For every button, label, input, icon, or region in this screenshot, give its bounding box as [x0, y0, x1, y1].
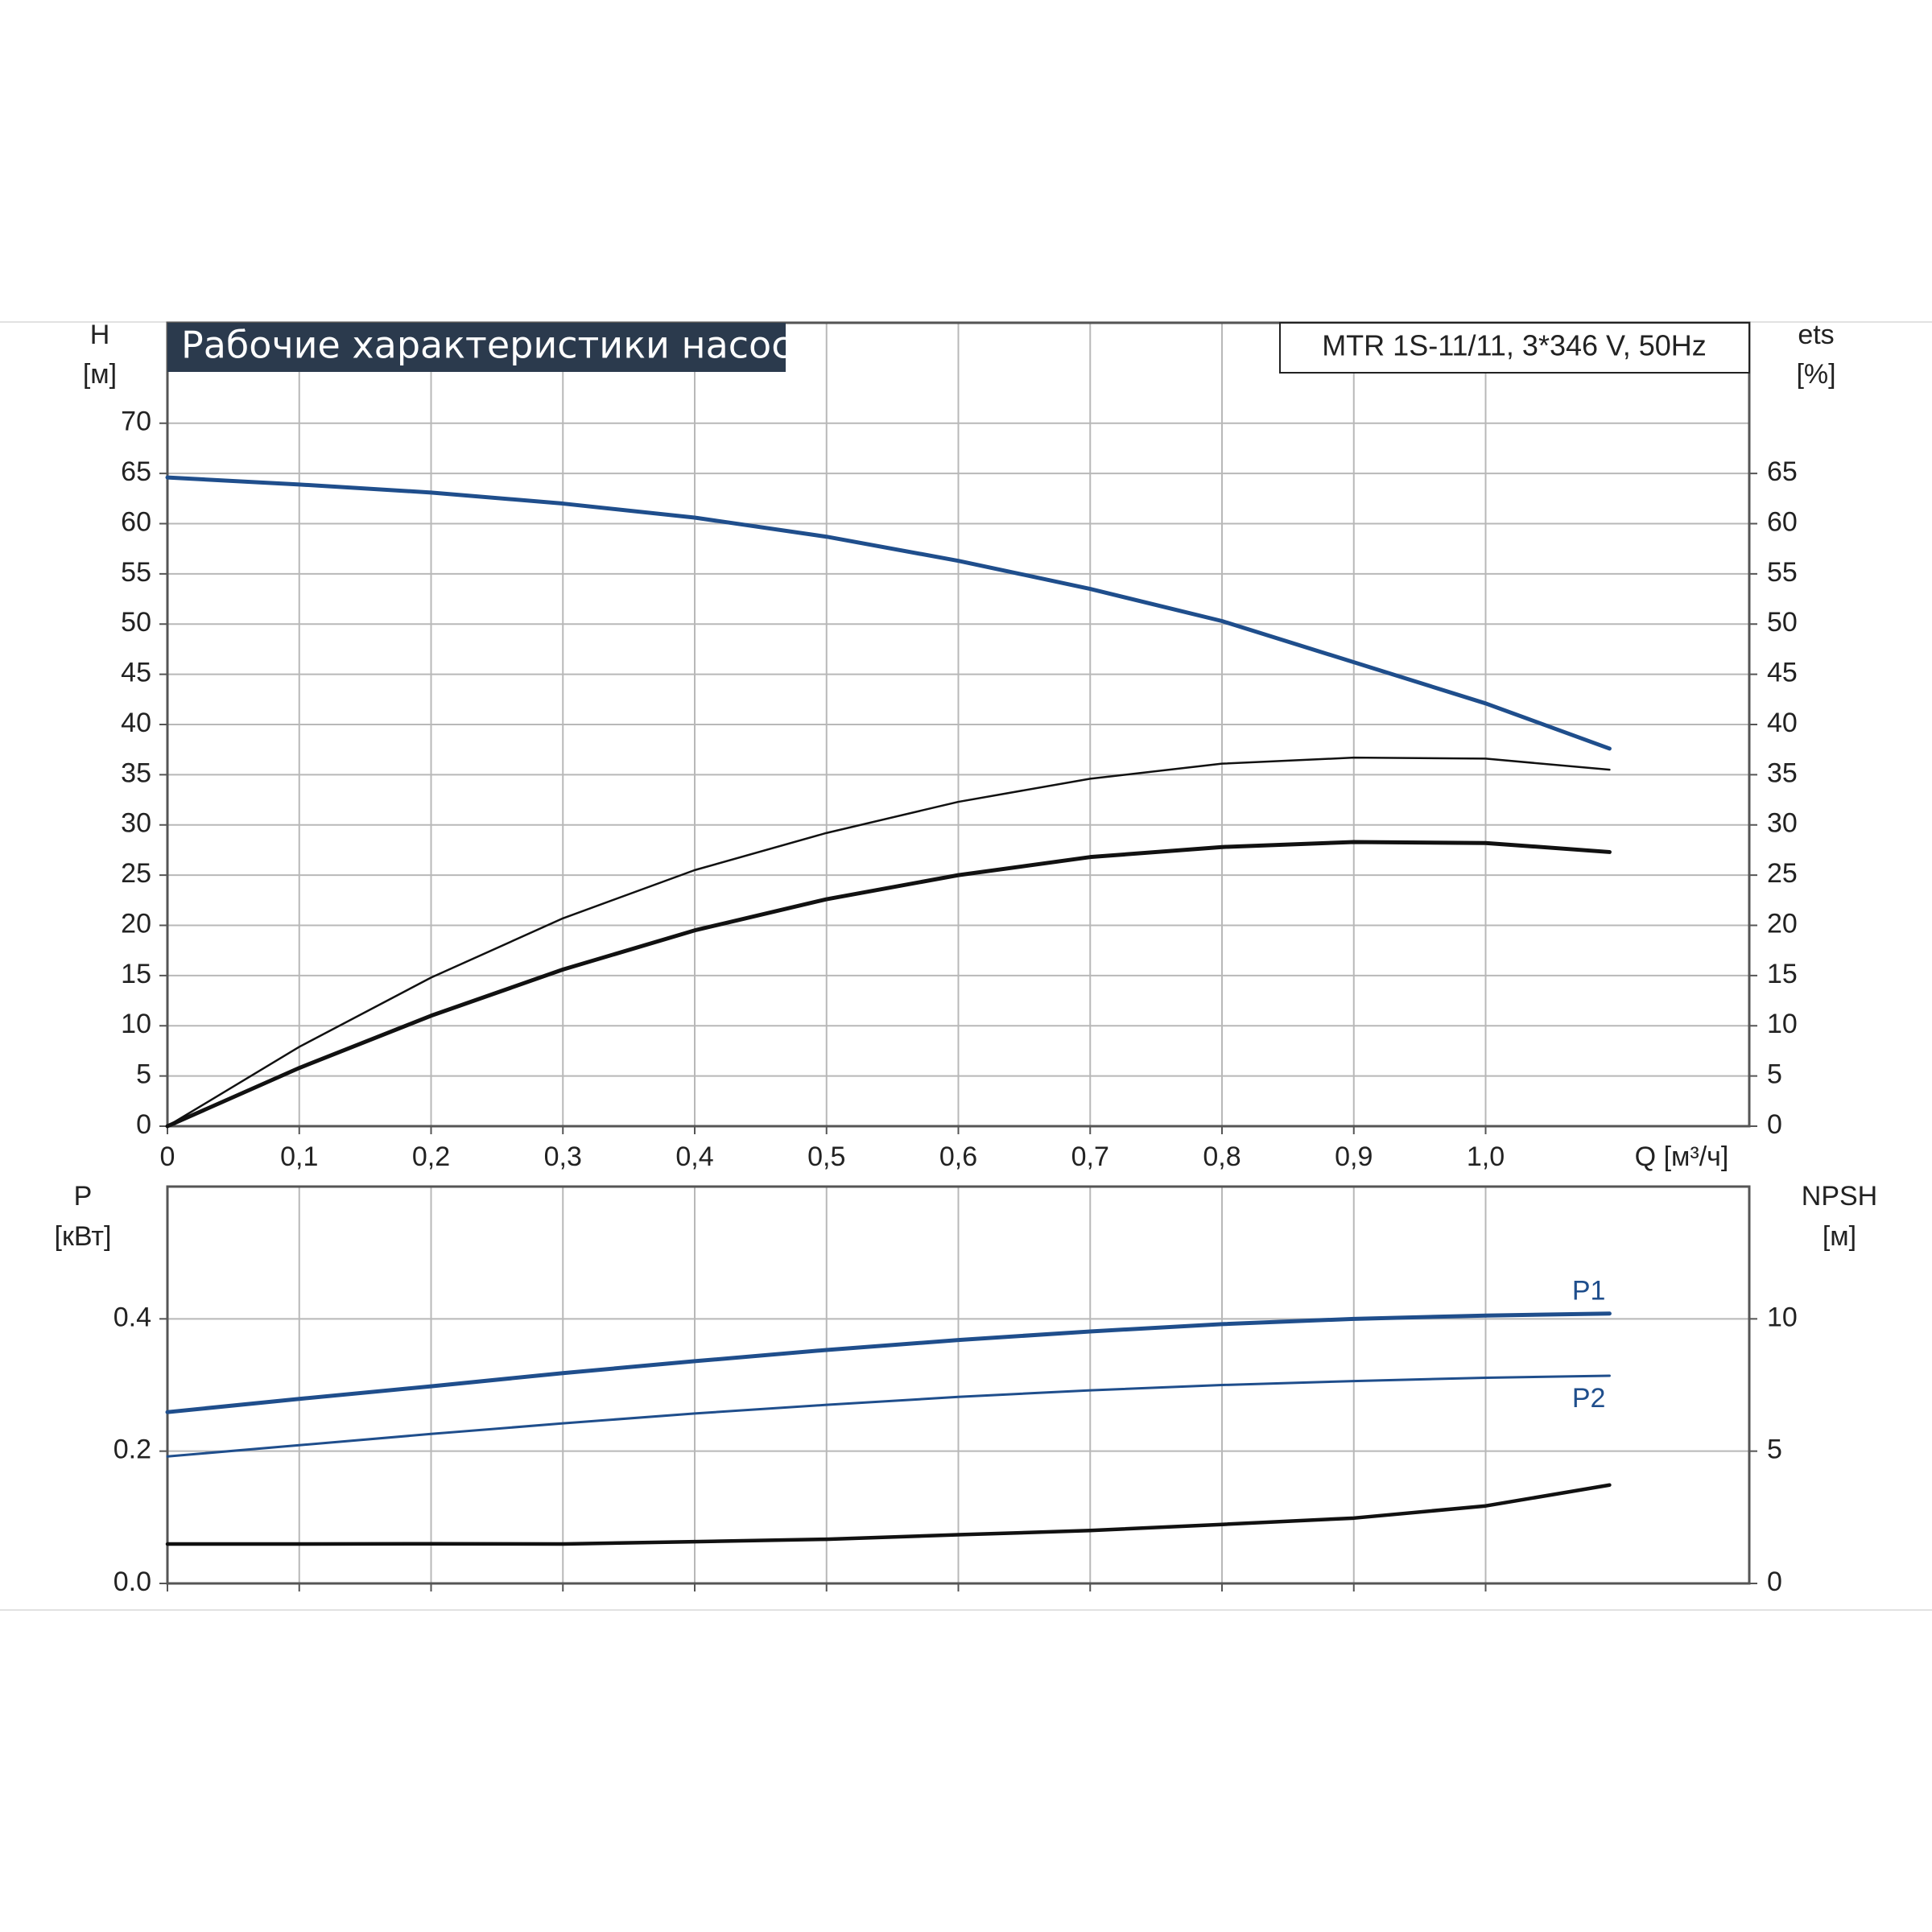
x-tick-label: 0,2	[412, 1141, 450, 1172]
y2-axis-unit: [%]	[1796, 359, 1835, 390]
y2-axis-unit: [м]	[1823, 1221, 1856, 1252]
series-line	[165, 1311, 1612, 1414]
x-tick-label: 0,4	[675, 1141, 713, 1172]
y2-tick-label: 10	[1767, 1009, 1798, 1039]
y2-tick-label: 10	[1767, 1302, 1798, 1332]
y2-tick-label: 40	[1767, 708, 1798, 738]
series-line	[165, 475, 1612, 751]
y2-tick-label: 20	[1767, 908, 1798, 939]
x-tick-label: 0,3	[544, 1141, 582, 1172]
x-tick-label: 0	[160, 1141, 175, 1172]
y-tick-label: 0	[136, 1109, 151, 1140]
y2-tick-label: 5	[1767, 1435, 1782, 1465]
series-line	[165, 1483, 1612, 1546]
y-tick-label: 20	[121, 908, 151, 939]
x-tick-label: 0,7	[1071, 1141, 1109, 1172]
y-tick-label: 35	[121, 758, 151, 788]
y2-tick-label: 0	[1767, 1567, 1782, 1597]
y-tick-label: 70	[121, 407, 151, 437]
x-axis-title: Q [м³/ч]	[1635, 1141, 1729, 1172]
y-tick-label: 30	[121, 808, 151, 839]
y-tick-label: 40	[121, 708, 151, 738]
series-label: P1	[1572, 1276, 1606, 1307]
y2-tick-label: 55	[1767, 557, 1798, 588]
y-axis-title: P	[74, 1181, 93, 1212]
y2-tick-label: 50	[1767, 607, 1798, 638]
y-tick-label: 50	[121, 607, 151, 638]
y2-axis-title: ets	[1798, 320, 1834, 350]
y2-tick-label: 65	[1767, 456, 1798, 487]
y2-tick-label: 35	[1767, 758, 1798, 788]
y2-tick-label: 25	[1767, 858, 1798, 889]
y-tick-label: 45	[121, 658, 151, 688]
x-tick-label: 0,8	[1203, 1141, 1241, 1172]
y2-tick-label: 0	[1767, 1109, 1782, 1140]
y-tick-label: 0.0	[114, 1567, 151, 1597]
series-line	[165, 840, 1612, 1129]
x-tick-label: 0,9	[1335, 1141, 1373, 1172]
x-tick-label: 1,0	[1467, 1141, 1505, 1172]
y-tick-label: 15	[121, 959, 151, 989]
title-box	[167, 323, 786, 372]
y-axis-unit: [м]	[83, 359, 117, 390]
x-tick-label: 0,1	[280, 1141, 318, 1172]
y2-tick-label: 60	[1767, 506, 1798, 537]
x-tick-label: 0,6	[939, 1141, 977, 1172]
y2-axis-title: NPSH	[1802, 1181, 1877, 1212]
y-axis-unit: [кВт]	[55, 1221, 112, 1252]
plot-frame	[166, 321, 1751, 1128]
model-box	[1279, 322, 1750, 374]
y-tick-label: 10	[121, 1009, 151, 1039]
y-tick-label: 25	[121, 858, 151, 889]
y-tick-label: 5	[136, 1059, 151, 1090]
series-label: P2	[1572, 1383, 1606, 1414]
y2-tick-label: 5	[1767, 1059, 1782, 1090]
y-axis-title: H	[90, 320, 110, 350]
y2-tick-label: 45	[1767, 658, 1798, 688]
series-line	[166, 756, 1611, 1128]
y-tick-label: 65	[121, 456, 151, 487]
y-tick-label: 0.2	[114, 1435, 151, 1465]
plot-frame	[166, 1185, 1751, 1585]
chart-title: Рабочие характеристики насоса	[181, 324, 815, 367]
y-tick-label: 55	[121, 557, 151, 588]
y2-tick-label: 30	[1767, 808, 1798, 839]
y2-tick-label: 15	[1767, 959, 1798, 989]
model-label: MTR 1S-11/11, 3*346 V, 50Hz	[1322, 329, 1707, 362]
y-tick-label: 60	[121, 506, 151, 537]
y-tick-label: 0.4	[114, 1302, 151, 1332]
series-line	[166, 1374, 1611, 1458]
x-tick-label: 0,5	[807, 1141, 845, 1172]
